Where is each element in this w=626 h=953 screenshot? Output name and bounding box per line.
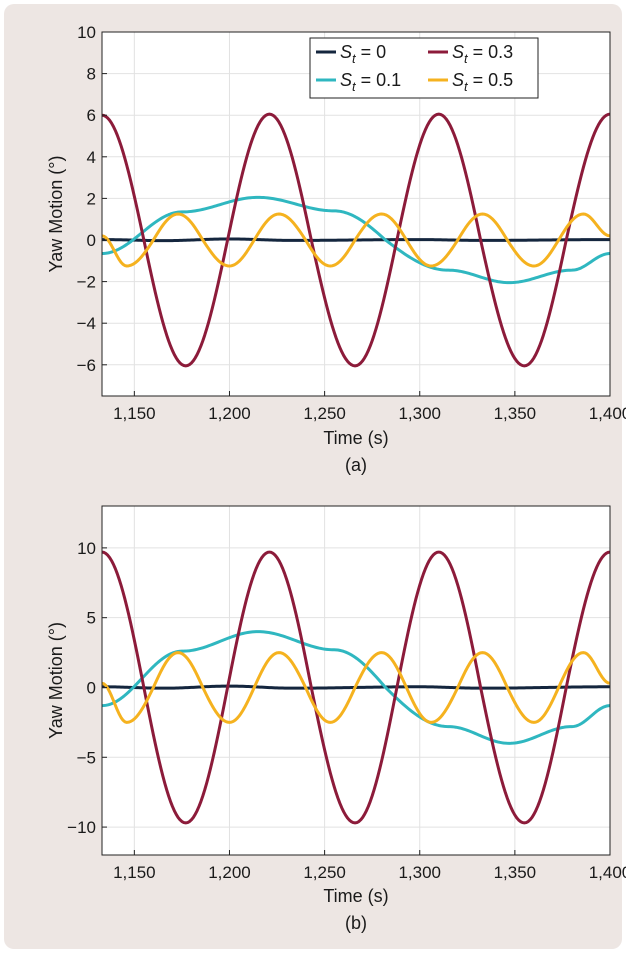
legend-label-st03: St = 0.3 [452, 42, 513, 66]
y-tick-label: 8 [87, 65, 96, 84]
series-group [102, 550, 610, 825]
y-tick-label: 2 [87, 189, 96, 208]
y-tick-label: 0 [87, 231, 96, 250]
series-line-st01 [102, 195, 610, 285]
x-tick-label: 1,400 [589, 404, 626, 423]
x-tick-label: 1,350 [494, 404, 537, 423]
x-axis-label: Time (s) [323, 428, 388, 448]
y-axis-label: Yaw Motion (°) [46, 622, 66, 739]
legend-label-st05: St = 0.5 [452, 70, 513, 94]
panel-caption: (a) [345, 455, 367, 475]
x-tick-label: 1,200 [208, 404, 251, 423]
legend: St = 0 St = 0.3 St = 0.1 St = 0.5 [309, 37, 539, 99]
y-tick-label: −5 [77, 748, 96, 767]
plot-area [102, 506, 610, 855]
y-tick-label: −6 [77, 356, 96, 375]
series-line-st05 [102, 651, 610, 724]
y-tick-label: 0 [87, 678, 96, 697]
axes-frame [101, 505, 611, 856]
x-axis-label: Time (s) [323, 886, 388, 906]
x-tick-label: 1,350 [494, 863, 537, 882]
y-tick-label: −4 [77, 314, 96, 333]
y-tick-label: −10 [67, 818, 96, 837]
legend-box [309, 37, 539, 99]
legend-label-st01: St = 0.1 [340, 70, 401, 94]
series-line-st01 [102, 630, 610, 745]
x-tick-label: 1,150 [113, 404, 156, 423]
axes-frame [101, 31, 611, 397]
x-tick-label: 1,300 [398, 863, 441, 882]
x-tick-label: 1,200 [208, 863, 251, 882]
chart-a: 1,150 1,200 1,250 1,300 1,350 1,400 −6 −4 −2 0 2 4 6… [46, 23, 626, 475]
x-tick-label: 1,250 [303, 863, 346, 882]
y-tick-label: −2 [77, 273, 96, 292]
panel-caption: (b) [345, 913, 367, 933]
legend-label-st0: St = 0 [340, 42, 386, 66]
y-tick-label: 6 [87, 106, 96, 125]
series-group [102, 112, 610, 368]
series-line-st03 [102, 550, 610, 825]
x-tick-label: 1,300 [398, 404, 441, 423]
series-line-st03 [102, 112, 610, 368]
chart-b: 1,150 1,200 1,250 1,300 1,350 1,400 −10 −5 0 5 10 T… [46, 505, 626, 933]
y-tick-label: 5 [87, 609, 96, 628]
x-tick-label: 1,250 [303, 404, 346, 423]
y-tick-label: 4 [87, 148, 96, 167]
y-tick-label: 10 [77, 539, 96, 558]
series-line-st05 [102, 212, 610, 268]
x-tick-label: 1,400 [589, 863, 626, 882]
y-axis-label: Yaw Motion (°) [46, 156, 66, 273]
x-tick-label: 1,150 [113, 863, 156, 882]
y-tick-label: 10 [77, 23, 96, 42]
